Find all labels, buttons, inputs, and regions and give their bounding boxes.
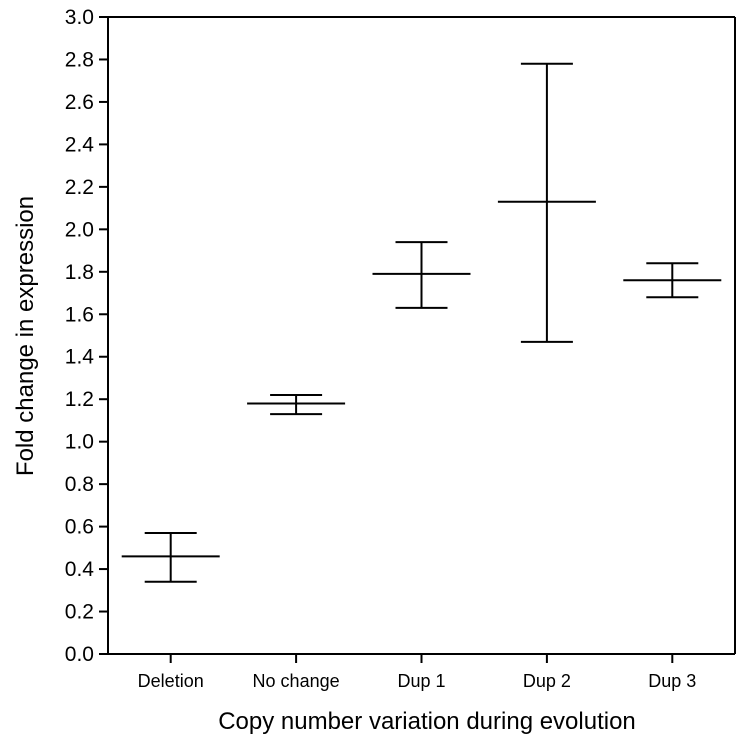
y-tick-label: 0.6 xyxy=(65,516,94,539)
y-tick-label: 2.6 xyxy=(65,91,94,114)
y-tick-label: 1.6 xyxy=(65,303,94,326)
x-tick-label: Dup 2 xyxy=(523,671,571,691)
y-tick-label: 3.0 xyxy=(65,6,94,29)
x-axis: Deletion No change Dup 1 Dup 2 Dup 3 xyxy=(138,654,696,691)
y-tick-label: 1.0 xyxy=(65,431,94,454)
x-axis-title: Copy number variation during evolution xyxy=(218,708,636,735)
y-tick-label: 2.4 xyxy=(65,133,95,156)
y-tick-label: 2.2 xyxy=(65,176,94,199)
y-tick-label: 1.2 xyxy=(65,388,94,411)
y-tick-label: 0.8 xyxy=(65,473,94,496)
y-tick-label: 2.0 xyxy=(65,218,94,241)
y-tick-label: 2.8 xyxy=(65,48,94,71)
x-tick-label: Dup 1 xyxy=(397,671,445,691)
y-tick-label: 1.4 xyxy=(65,346,95,369)
y-tick-label: 0.0 xyxy=(65,643,94,666)
plot-frame xyxy=(107,16,736,655)
y-tick-label: 0.2 xyxy=(65,601,94,624)
x-tick-label: Dup 3 xyxy=(648,671,696,691)
y-axis: 0.0 0.2 0.4 0.6 0.8 1.0 1.2 1.4 1.6 1.8 2.0 2.2 2.4 2… xyxy=(65,6,108,666)
error-bar-deletion xyxy=(121,531,220,583)
error-bar-dup-3 xyxy=(623,262,722,299)
error-bar-dup-1 xyxy=(372,241,471,309)
x-tick-label: Deletion xyxy=(138,671,204,691)
y-axis-title: Fold change in expression xyxy=(12,196,39,476)
y-tick-label: 0.4 xyxy=(65,558,95,581)
error-bars xyxy=(121,62,722,583)
x-tick-label: No change xyxy=(253,671,340,691)
error-bar-dup-2 xyxy=(497,62,596,343)
y-tick-label: 1.8 xyxy=(65,261,94,284)
error-bar-no-change xyxy=(247,393,346,416)
